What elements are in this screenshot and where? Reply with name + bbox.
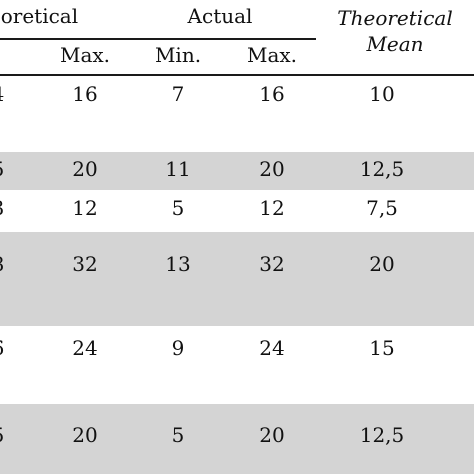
row2-theoretical-max: 20 xyxy=(72,157,98,181)
col-theoretical-min: in. xyxy=(0,43,24,67)
row2-theoretical-mean: 12,5 xyxy=(359,157,405,181)
row5-theoretical-min: 6 xyxy=(0,336,10,360)
col-theoretical-max: Max. xyxy=(59,43,111,67)
row1-actual-min: 7 xyxy=(171,82,185,106)
row-band-2 xyxy=(0,152,474,190)
row6-actual-max: 20 xyxy=(259,423,285,447)
header-theoretical-mean-line2: Mean xyxy=(366,32,424,56)
row6-actual-min: 5 xyxy=(171,423,185,447)
header-actual: Actual xyxy=(187,4,253,28)
row3-theoretical-min: 3 xyxy=(0,196,10,220)
row3-theoretical-mean: 7,5 xyxy=(366,196,398,220)
row4-theoretical-max: 32 xyxy=(72,252,98,276)
row2-actual-min: 11 xyxy=(165,157,191,181)
row1-theoretical-max: 16 xyxy=(72,82,98,106)
row3-theoretical-max: 12 xyxy=(72,196,98,220)
header-subrule xyxy=(0,38,316,40)
row3-actual-min: 5 xyxy=(171,196,185,220)
row1-theoretical-min: 4 xyxy=(0,82,10,106)
header-theoretical: heoretical xyxy=(0,4,79,28)
row-band-6 xyxy=(0,404,474,474)
row4-actual-min: 13 xyxy=(165,252,191,276)
row5-actual-min: 9 xyxy=(171,336,185,360)
row6-theoretical-min: 5 xyxy=(0,423,10,447)
row2-theoretical-min: 5 xyxy=(0,157,10,181)
row5-theoretical-mean: 15 xyxy=(369,336,395,360)
row1-theoretical-mean: 10 xyxy=(369,82,395,106)
col-actual-min: Min. xyxy=(154,43,202,67)
col-actual-max: Max. xyxy=(246,43,298,67)
row4-actual-max: 32 xyxy=(259,252,285,276)
header-theoretical-mean-line1: Theoretical xyxy=(337,6,453,30)
row5-theoretical-max: 24 xyxy=(72,336,98,360)
row1-actual-max: 16 xyxy=(259,82,285,106)
row3-actual-max: 12 xyxy=(259,196,285,220)
row6-theoretical-mean: 12,5 xyxy=(359,423,405,447)
row6-theoretical-max: 20 xyxy=(72,423,98,447)
row5-actual-max: 24 xyxy=(259,336,285,360)
row4-theoretical-min: 8 xyxy=(0,252,10,276)
row2-actual-max: 20 xyxy=(259,157,285,181)
header-bottom-rule xyxy=(0,74,474,76)
row4-theoretical-mean: 20 xyxy=(369,252,395,276)
row-band-4 xyxy=(0,232,474,326)
